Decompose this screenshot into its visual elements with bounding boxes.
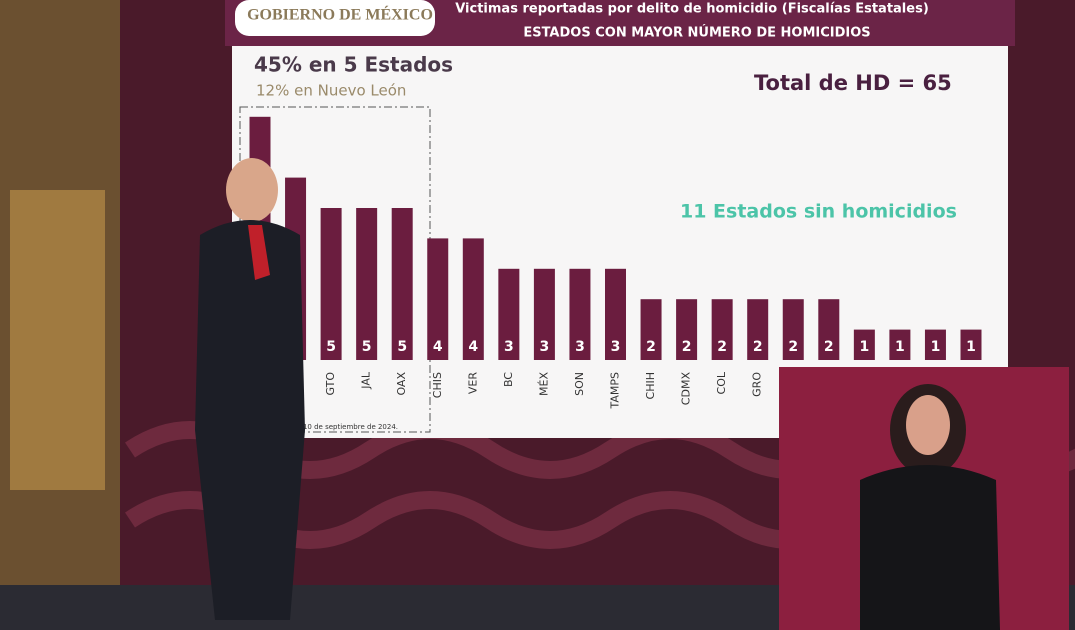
logo: GOBIERNO DE MÉXICO	[247, 5, 433, 24]
bar	[782, 299, 804, 360]
chart-subtitle: ESTADOS CON MAYOR NÚMERO DE HOMICIDIOS	[523, 25, 870, 41]
interpreter-face	[906, 395, 950, 455]
x-tick-label: SON	[573, 372, 586, 396]
x-tick-label: JAL	[360, 371, 373, 390]
annotation: Total de HD = 65	[754, 71, 952, 95]
bar	[889, 329, 911, 360]
value-label: 3	[575, 339, 585, 355]
value-label: 2	[682, 339, 692, 355]
x-tick-label: GRO	[751, 372, 764, 397]
value-label: 1	[966, 339, 976, 355]
value-label: 2	[717, 339, 727, 355]
x-tick-label: CHIH	[644, 372, 657, 399]
bar	[320, 208, 342, 360]
logo-box	[235, 0, 435, 36]
value-label: 4	[433, 339, 443, 355]
interpreter-body	[860, 465, 1000, 630]
value-label: 2	[646, 339, 656, 355]
annotation: 11 Estados sin homicidios	[680, 201, 957, 223]
x-tick-label: BC	[502, 372, 515, 387]
value-label: 5	[397, 339, 407, 355]
value-label: 1	[895, 339, 905, 355]
source-note: scalías, del 10 de septiembre de 2024.	[262, 423, 398, 431]
bar	[391, 208, 413, 360]
x-tick-label: TAMPS	[609, 372, 622, 410]
bar	[569, 268, 591, 360]
x-tick-label: COL	[715, 371, 728, 394]
value-label: 5	[326, 339, 336, 355]
value-label: 2	[824, 339, 834, 355]
x-tick-label: CHIS	[431, 372, 444, 398]
x-tick-label: MÉX	[537, 372, 550, 396]
x-tick-label: CDMX	[680, 372, 693, 406]
bar	[924, 329, 946, 360]
annotation: 45% en 5 Estados	[254, 53, 453, 77]
value-label: 4	[468, 339, 478, 355]
value-label: 3	[540, 339, 550, 355]
bar	[462, 238, 484, 360]
bar	[711, 299, 733, 360]
annotation: 12% en Nuevo León	[256, 82, 406, 100]
bar	[853, 329, 875, 360]
x-tick-label: OAX	[395, 372, 408, 396]
value-label: 2	[788, 339, 798, 355]
bar	[676, 299, 698, 360]
background-furniture	[10, 190, 105, 490]
bar	[498, 268, 520, 360]
bar	[605, 268, 626, 360]
value-label: 5	[362, 339, 372, 355]
bar	[356, 208, 378, 360]
value-label: 3	[504, 339, 514, 355]
bar	[427, 238, 449, 360]
bar	[533, 268, 555, 360]
bar	[640, 299, 662, 360]
x-tick-label: VER	[466, 372, 479, 394]
value-label: 1	[859, 339, 869, 355]
bar	[747, 299, 769, 360]
value-label: 3	[611, 339, 621, 355]
x-tick-label: GTO	[324, 372, 337, 396]
presenter	[195, 158, 305, 620]
bar	[818, 299, 840, 360]
chart-title: Victimas reportadas por delito de homici…	[455, 2, 929, 17]
presenter-head	[226, 158, 278, 222]
bar	[960, 329, 982, 360]
value-label: 2	[753, 339, 763, 355]
presenter-tie	[248, 225, 270, 280]
presenter-body	[195, 220, 305, 620]
value-label: 1	[931, 339, 941, 355]
